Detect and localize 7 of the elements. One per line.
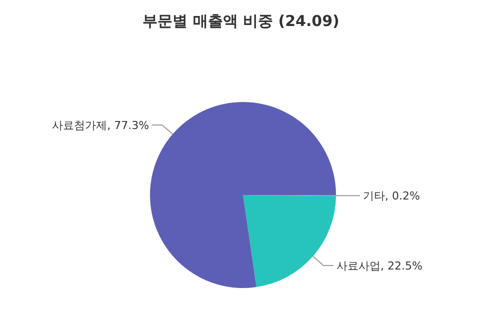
slice-label: 기타 — [363, 189, 385, 202]
data-label: , 77.3% — [107, 118, 150, 132]
data-label: , 0.2% — [385, 189, 420, 202]
slice-label: 사료사업 — [336, 259, 380, 272]
slice-label: 사료첨가제 — [52, 118, 108, 132]
chart-title: 부문별 매출액 비중 (24.09) — [142, 12, 340, 31]
data-label: , 22.5% — [380, 259, 422, 272]
